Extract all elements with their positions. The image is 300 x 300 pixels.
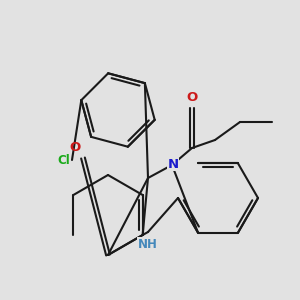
Text: O: O — [186, 91, 198, 104]
Text: O: O — [70, 141, 81, 154]
Text: NH: NH — [138, 238, 158, 251]
Text: N: N — [167, 158, 178, 170]
Text: Cl: Cl — [57, 154, 70, 166]
